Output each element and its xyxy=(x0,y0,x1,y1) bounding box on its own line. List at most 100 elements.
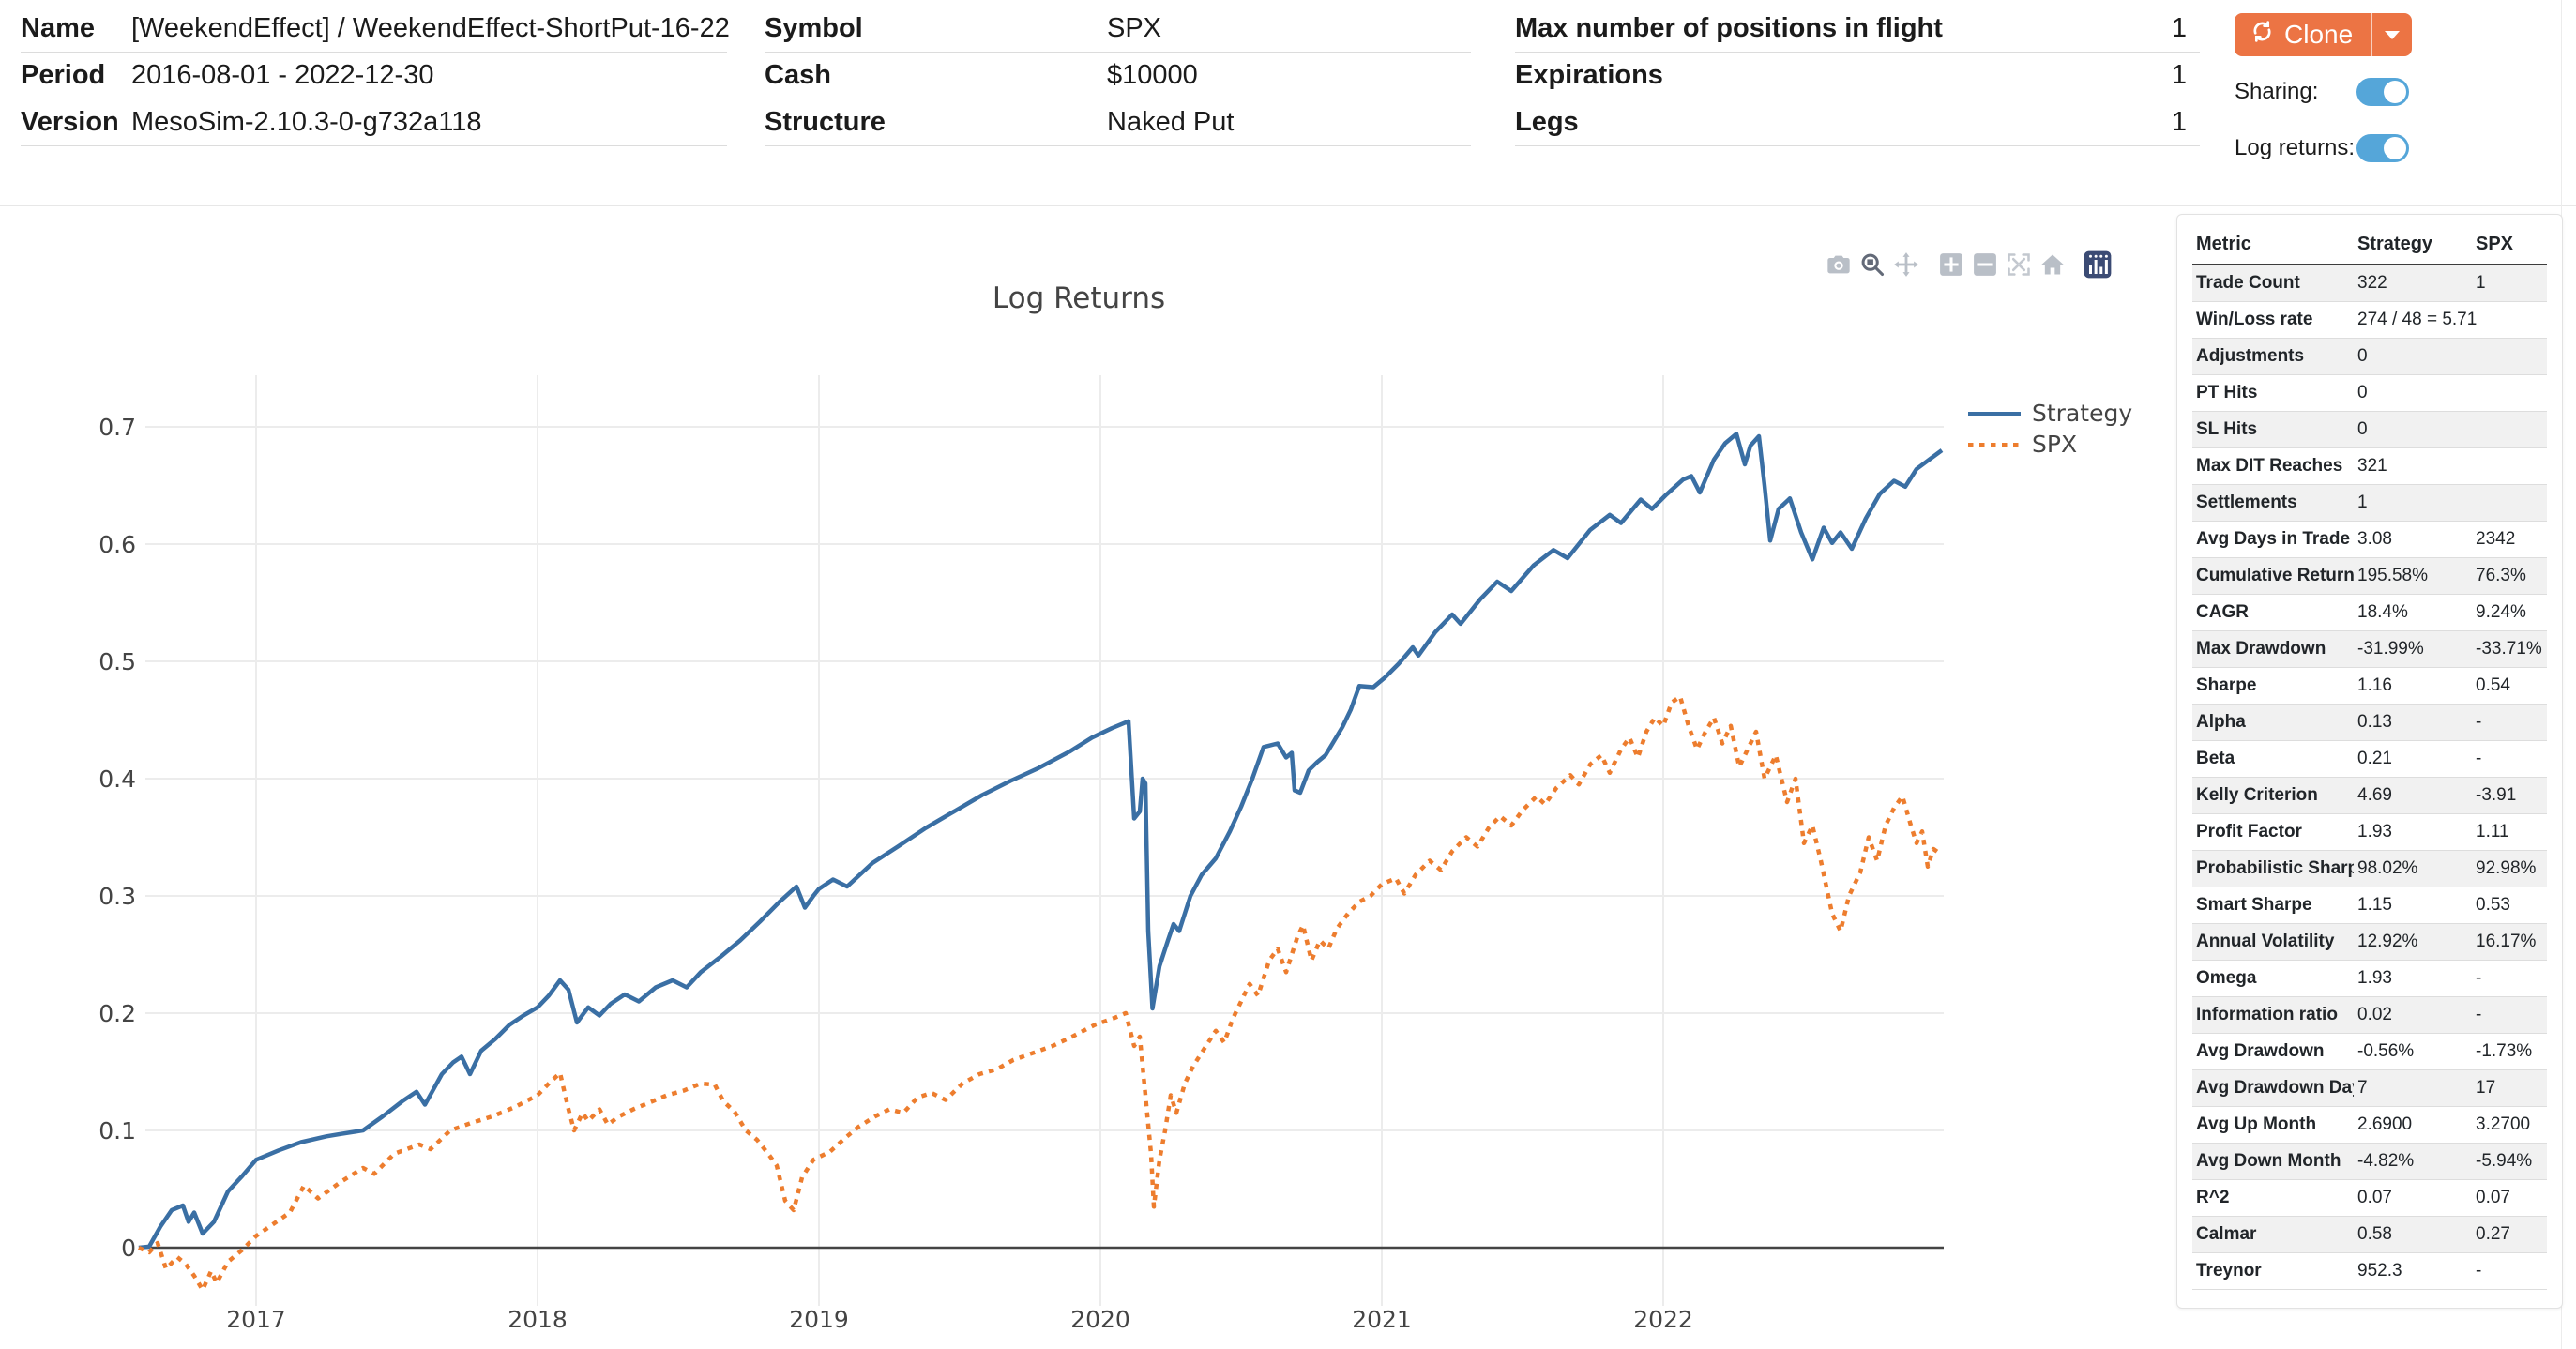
metric-value: 274 / 48 = 5.71 xyxy=(2357,310,2478,329)
metric-row: Calmar 0.58 0.27 xyxy=(2192,1216,2547,1253)
metric-row: Avg Days in Trade 3.08 2342 xyxy=(2192,522,2547,558)
metric-value: 0 xyxy=(2357,419,2368,439)
metric-row: Beta 0.21 - xyxy=(2192,741,2547,778)
field-period-label: Period xyxy=(21,60,106,90)
metric-label: Smart Sharpe xyxy=(2196,895,2312,915)
pan-icon[interactable] xyxy=(1889,250,1923,280)
y-tick-label: 0.5 xyxy=(98,648,136,675)
metrics-col-strategy: Strategy xyxy=(2354,226,2472,265)
metric-value: - xyxy=(2476,749,2482,768)
legend-item-spx[interactable]: SPX xyxy=(1968,429,2132,460)
y-tick-label: 0.3 xyxy=(98,883,136,910)
header-column-middle: Symbol SPX Cash $10000 Structure Naked P… xyxy=(765,6,1471,146)
field-version: Version MesoSim-2.10.3-0-g732a118 xyxy=(21,99,727,146)
metric-row: Alpha 0.13 - xyxy=(2192,704,2547,741)
plotly-logo-icon[interactable] xyxy=(2081,250,2114,280)
camera-icon[interactable] xyxy=(1822,250,1856,280)
metric-label: Alpha xyxy=(2196,712,2246,732)
metric-value: 322 xyxy=(2357,273,2387,293)
metric-value: 321 xyxy=(2357,456,2387,476)
metrics-col-metric: Metric xyxy=(2192,226,2354,265)
metric-row: Sharpe 1.16 0.54 xyxy=(2192,668,2547,705)
zoom-out-icon[interactable] xyxy=(1968,250,2002,280)
metrics-table: Metric Strategy SPX Trade Count 322 1 Win/L… xyxy=(2192,226,2547,1290)
metric-value: - xyxy=(2476,1005,2482,1024)
metric-value: 0.58 xyxy=(2357,1224,2392,1244)
log-returns-toggle[interactable] xyxy=(2356,134,2409,162)
autoscale-icon[interactable] xyxy=(2002,250,2036,280)
metric-value: 1 xyxy=(2357,493,2368,512)
x-tick-label: 2018 xyxy=(508,1306,568,1333)
metric-row: Avg Up Month 2.6900 3.2700 xyxy=(2192,1107,2547,1144)
metric-row: Max Drawdown -31.99% -33.71% xyxy=(2192,630,2547,668)
metric-value: 1.16 xyxy=(2357,675,2392,695)
metric-label: Treynor xyxy=(2196,1261,2262,1281)
log-returns-chart[interactable]: 0 0.1 0.2 0.3 0.4 0.5 0.6 0.7 2017 2018 2019 2020 20… xyxy=(0,0,2176,1349)
metric-value: 195.58% xyxy=(2357,566,2429,585)
sharing-toggle-row: Sharing: xyxy=(2235,75,2422,109)
metric-label: Settlements xyxy=(2196,493,2297,512)
metric-label: Beta xyxy=(2196,749,2235,768)
field-name-label: Name xyxy=(21,13,95,43)
series-spx-line xyxy=(137,694,1944,1293)
metric-value: 76.3% xyxy=(2476,566,2526,585)
metric-value: -33.71% xyxy=(2476,639,2542,659)
metric-label: Max DIT Reaches xyxy=(2196,456,2343,476)
metric-row: Cumulative Return 195.58% 76.3% xyxy=(2192,557,2547,595)
metric-label: Max Drawdown xyxy=(2196,639,2326,659)
metric-label: Probabilistic Sharpe xyxy=(2196,858,2354,878)
zoom-icon[interactable] xyxy=(1856,250,1889,280)
toggle-knob xyxy=(2384,137,2406,159)
metric-label: Information ratio xyxy=(2196,1005,2338,1024)
sharing-toggle-label: Sharing: xyxy=(2235,79,2319,104)
metric-value xyxy=(2472,412,2547,448)
legend-label: Strategy xyxy=(2032,400,2133,427)
chart-legend: Strategy SPX xyxy=(1968,398,2132,460)
reset-axes-home-icon[interactable] xyxy=(2036,250,2069,280)
legend-label: SPX xyxy=(2032,431,2078,458)
metric-row: CAGR 18.4% 9.24% xyxy=(2192,595,2547,631)
x-tick-label: 2019 xyxy=(789,1306,849,1333)
clone-button-label: Clone xyxy=(2284,20,2354,49)
chevron-down-icon xyxy=(2385,30,2401,39)
metric-label: R^2 xyxy=(2196,1188,2230,1207)
y-tick-label: 0.2 xyxy=(98,1000,136,1027)
metric-row: PT Hits 0 xyxy=(2192,375,2547,412)
metric-value: 1.93 xyxy=(2357,968,2392,988)
metric-row: Profit Factor 1.93 1.11 xyxy=(2192,814,2547,851)
y-tick-label: 0.6 xyxy=(98,531,136,558)
field-period: Period 2016-08-01 - 2022-12-30 xyxy=(21,53,727,99)
field-symbol-value: SPX xyxy=(1107,13,1162,43)
field-cash-label: Cash xyxy=(765,60,831,90)
field-max-positions: Max number of positions in flight 1 xyxy=(1515,6,2200,53)
metric-value: 17 xyxy=(2476,1078,2496,1098)
x-tick-label: 2021 xyxy=(1352,1306,1412,1333)
metric-value: 0 xyxy=(2357,346,2368,366)
metric-value: 18.4% xyxy=(2357,602,2408,622)
clone-split-button: Clone xyxy=(2235,13,2413,56)
metric-row: Win/Loss rate 274 / 48 = 5.71 xyxy=(2192,302,2547,339)
metric-value: 1.93 xyxy=(2357,822,2392,841)
field-symbol: Symbol SPX xyxy=(765,6,1471,53)
metric-value: - xyxy=(2476,712,2482,732)
zoom-in-icon[interactable] xyxy=(1934,250,1968,280)
metric-value: 1.15 xyxy=(2357,895,2392,915)
clone-dropdown-button[interactable] xyxy=(2371,13,2413,56)
toggle-knob xyxy=(2384,81,2406,103)
header-divider xyxy=(0,205,2576,206)
clone-button[interactable]: Clone xyxy=(2235,13,2372,56)
y-tick-label: 0.7 xyxy=(98,414,136,441)
sharing-toggle[interactable] xyxy=(2356,78,2409,106)
metric-label: Avg Days in Trade xyxy=(2196,529,2351,549)
metric-value: -1.73% xyxy=(2476,1041,2533,1061)
y-tick-label: 0 xyxy=(121,1235,136,1262)
field-version-label: Version xyxy=(21,107,119,137)
metric-value: -4.82% xyxy=(2357,1151,2415,1171)
metric-value xyxy=(2472,485,2547,522)
field-name: Name [WeekendEffect] / WeekendEffect-Sho… xyxy=(21,6,730,53)
legend-item-strategy[interactable]: Strategy xyxy=(1968,398,2132,429)
metric-value: 0.07 xyxy=(2476,1188,2510,1207)
metric-label: Annual Volatility xyxy=(2196,932,2335,951)
field-period-value: 2016-08-01 - 2022-12-30 xyxy=(131,60,434,90)
